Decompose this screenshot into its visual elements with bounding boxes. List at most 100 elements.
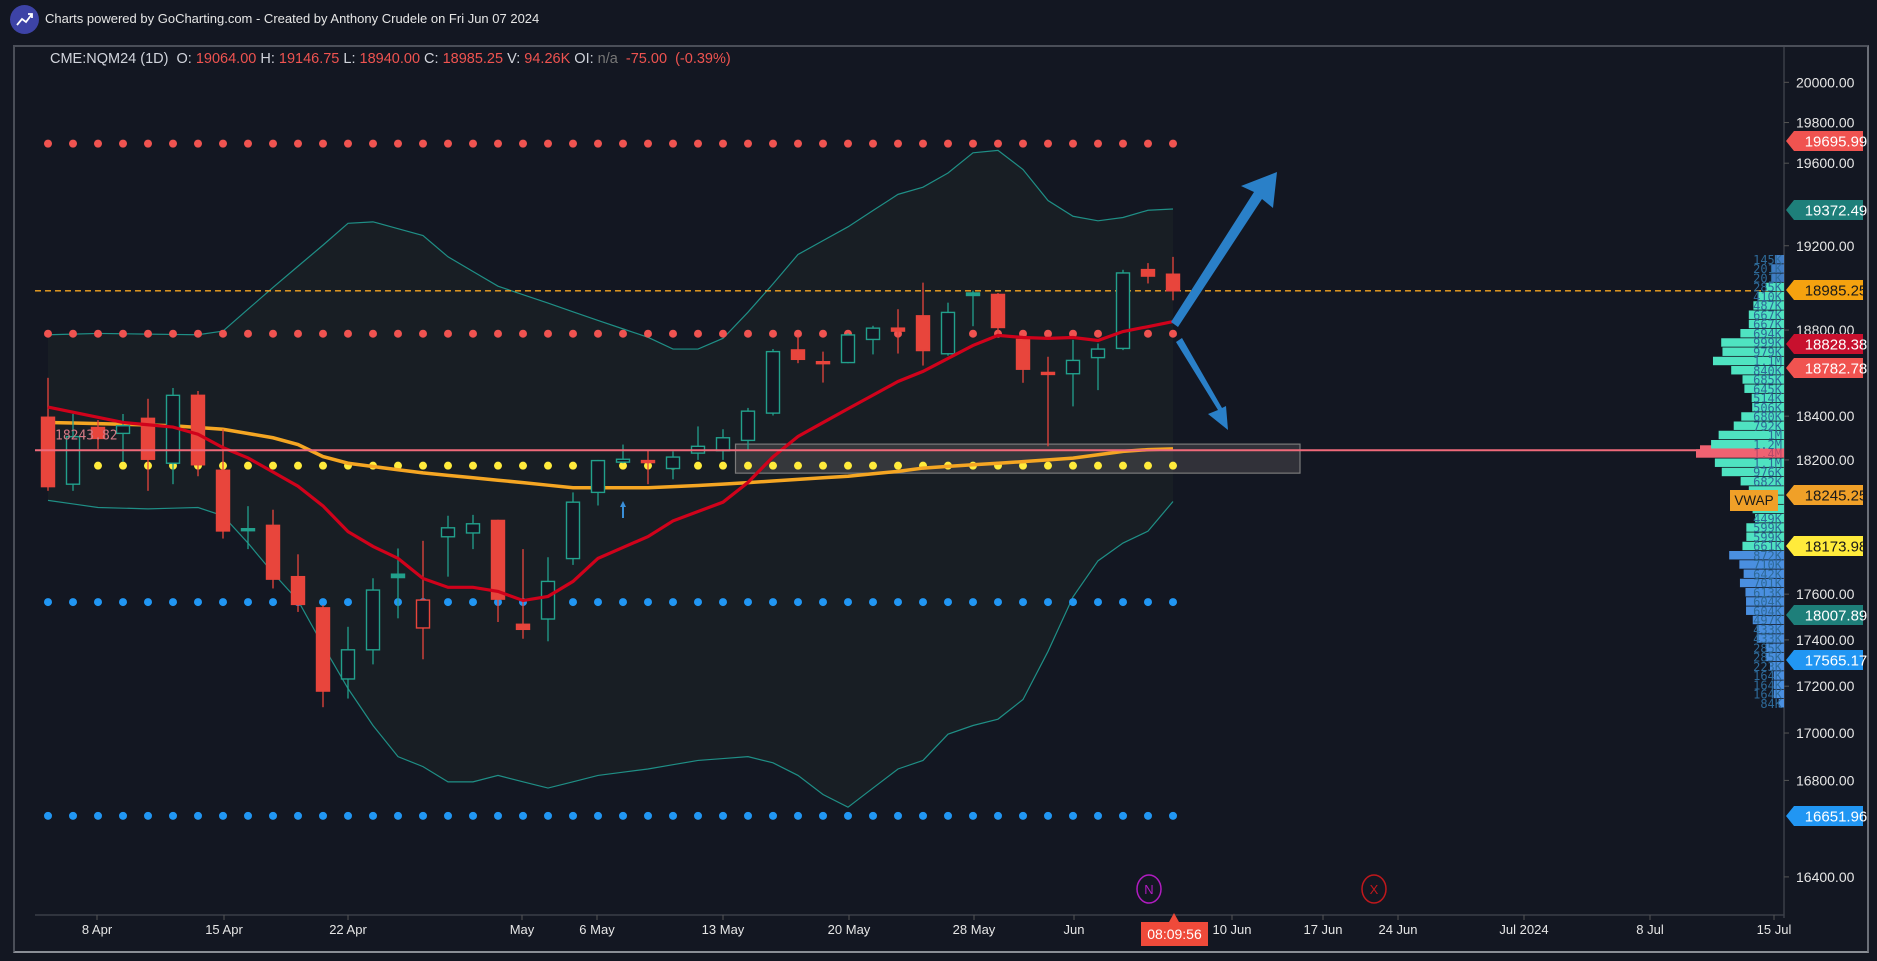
candle[interactable] <box>440 515 456 577</box>
candle[interactable] <box>640 449 656 485</box>
volume-profile-row[interactable]: 685K <box>1742 373 1784 387</box>
volume-profile-row[interactable]: 694K <box>1740 327 1784 341</box>
volume-profile-row[interactable]: 599K <box>1746 521 1784 535</box>
volume-profile-row[interactable]: 201K <box>1753 262 1784 276</box>
candle[interactable] <box>265 509 281 589</box>
candle[interactable] <box>290 554 306 612</box>
volume-profile-row[interactable]: 1.1M <box>1714 456 1784 470</box>
volume-profile-row[interactable]: 792K <box>1733 419 1784 433</box>
candle[interactable] <box>340 626 356 699</box>
candle[interactable] <box>240 506 256 550</box>
candle[interactable] <box>840 333 856 364</box>
candle[interactable] <box>490 519 506 622</box>
candle[interactable] <box>515 549 531 639</box>
candle[interactable] <box>865 325 881 355</box>
volume-profile-row[interactable]: 642K <box>1743 567 1784 581</box>
candle[interactable] <box>1090 343 1106 391</box>
candle[interactable] <box>565 492 581 565</box>
volume-profile-row[interactable]: 164K <box>1753 688 1784 702</box>
arrow-down-annotation[interactable] <box>1176 338 1228 430</box>
volume-profile-row[interactable]: 84K <box>1760 697 1784 711</box>
candle[interactable] <box>65 413 81 491</box>
candle[interactable] <box>815 351 831 383</box>
volume-profile-row[interactable]: 613K <box>1745 586 1784 600</box>
candle[interactable] <box>1015 338 1031 383</box>
candle[interactable] <box>915 282 931 366</box>
gocharting-logo[interactable] <box>10 5 39 34</box>
volume-profile-row[interactable]: 1.4M <box>1696 447 1784 461</box>
arrow-up-annotation[interactable] <box>1171 172 1277 327</box>
volume-profile-row[interactable]: 680K <box>1741 410 1784 424</box>
y-tick-label: 20000.00 <box>1796 74 1855 90</box>
volume-profile-row[interactable]: 497K <box>1752 614 1784 628</box>
candle[interactable] <box>590 459 606 506</box>
candle[interactable] <box>790 336 806 364</box>
candle[interactable] <box>665 451 681 480</box>
volume-profile-row[interactable]: 701K <box>1739 577 1784 591</box>
volume-profile-row[interactable]: 487K <box>1753 299 1784 313</box>
volume-profile-row[interactable]: 223K <box>1753 660 1784 674</box>
candle[interactable] <box>315 605 331 708</box>
volume-profile-row[interactable]: 433K <box>1753 632 1784 646</box>
zone-box[interactable] <box>734 443 1301 474</box>
volume-profile-row[interactable]: 164K <box>1753 669 1784 683</box>
candle[interactable] <box>1165 256 1181 301</box>
volume-profile-row[interactable]: 604K <box>1746 595 1784 609</box>
volume-profile-row[interactable]: 682K <box>1740 475 1784 489</box>
candle[interactable] <box>1040 356 1056 447</box>
volume-profile-row[interactable]: 410K <box>1753 290 1784 304</box>
volume-profile-row[interactable]: 599K <box>1746 530 1784 544</box>
candle[interactable] <box>140 398 156 491</box>
candle[interactable] <box>415 540 431 660</box>
volume-profile-row[interactable]: 979K <box>1722 345 1784 359</box>
volume-profile-row[interactable]: 872K <box>1729 549 1784 563</box>
candle[interactable] <box>990 292 1006 338</box>
volume-profile-row[interactable]: 604K <box>1746 604 1784 618</box>
volume-profile-row[interactable]: 999K <box>1721 336 1784 350</box>
volume-profile-row[interactable]: 285K <box>1753 641 1784 655</box>
level-dot <box>1019 598 1027 607</box>
candle[interactable] <box>890 309 906 354</box>
level-dot <box>519 461 527 470</box>
candle[interactable] <box>40 377 56 491</box>
volume-profile-row[interactable]: 710K <box>1739 558 1784 572</box>
candle[interactable] <box>90 420 106 449</box>
candle[interactable] <box>740 407 756 450</box>
candle[interactable] <box>1140 263 1156 284</box>
volume-profile-row[interactable]: 449K <box>1753 512 1784 526</box>
candle[interactable] <box>215 429 231 539</box>
volume-profile-row[interactable]: 645K <box>1744 382 1784 396</box>
symbol-label[interactable]: CME:NQM24 (1D) <box>50 51 169 67</box>
event-marker-x[interactable]: X <box>1361 874 1387 904</box>
candle[interactable] <box>365 578 381 665</box>
volume-profile-row[interactable]: 164K <box>1753 678 1784 692</box>
volume-profile-row[interactable]: 1.2M <box>1711 438 1784 452</box>
volume-profile-row[interactable]: 433K <box>1753 623 1784 637</box>
candle[interactable] <box>540 557 556 642</box>
volume-profile-row[interactable]: 661K <box>1742 540 1784 554</box>
candle[interactable] <box>465 514 481 550</box>
level-dot <box>1069 811 1077 820</box>
candle[interactable] <box>965 290 981 327</box>
candle[interactable] <box>1115 269 1131 351</box>
volume-profile-row[interactable]: 145K <box>1753 253 1784 267</box>
volume-profile-row[interactable]: 1.1M <box>1712 355 1784 369</box>
x-tick-label: Jul 2024 <box>1499 922 1548 937</box>
volume-profile-row[interactable]: 976K <box>1721 466 1784 480</box>
volume-profile-row[interactable]: 285K <box>1753 651 1784 665</box>
candle[interactable] <box>615 444 631 464</box>
volume-profile-row[interactable]: 285K <box>1753 281 1784 295</box>
volume-profile-row[interactable]: 667K <box>1748 308 1784 322</box>
level-dot <box>669 811 677 820</box>
volume-profile-row[interactable]: 506K <box>1752 401 1784 415</box>
volume-profile-row[interactable]: 840K <box>1731 364 1784 378</box>
volume-profile-row[interactable]: 514K <box>1751 392 1784 406</box>
candle[interactable] <box>940 302 956 356</box>
event-marker-n[interactable]: N <box>1136 874 1162 904</box>
candle[interactable] <box>1065 339 1081 407</box>
volume-profile-row[interactable]: 201K <box>1753 271 1784 285</box>
candle[interactable] <box>765 349 781 416</box>
volume-profile-row[interactable]: 667K <box>1748 318 1784 332</box>
volume-profile-row[interactable]: 1M <box>1718 429 1784 443</box>
